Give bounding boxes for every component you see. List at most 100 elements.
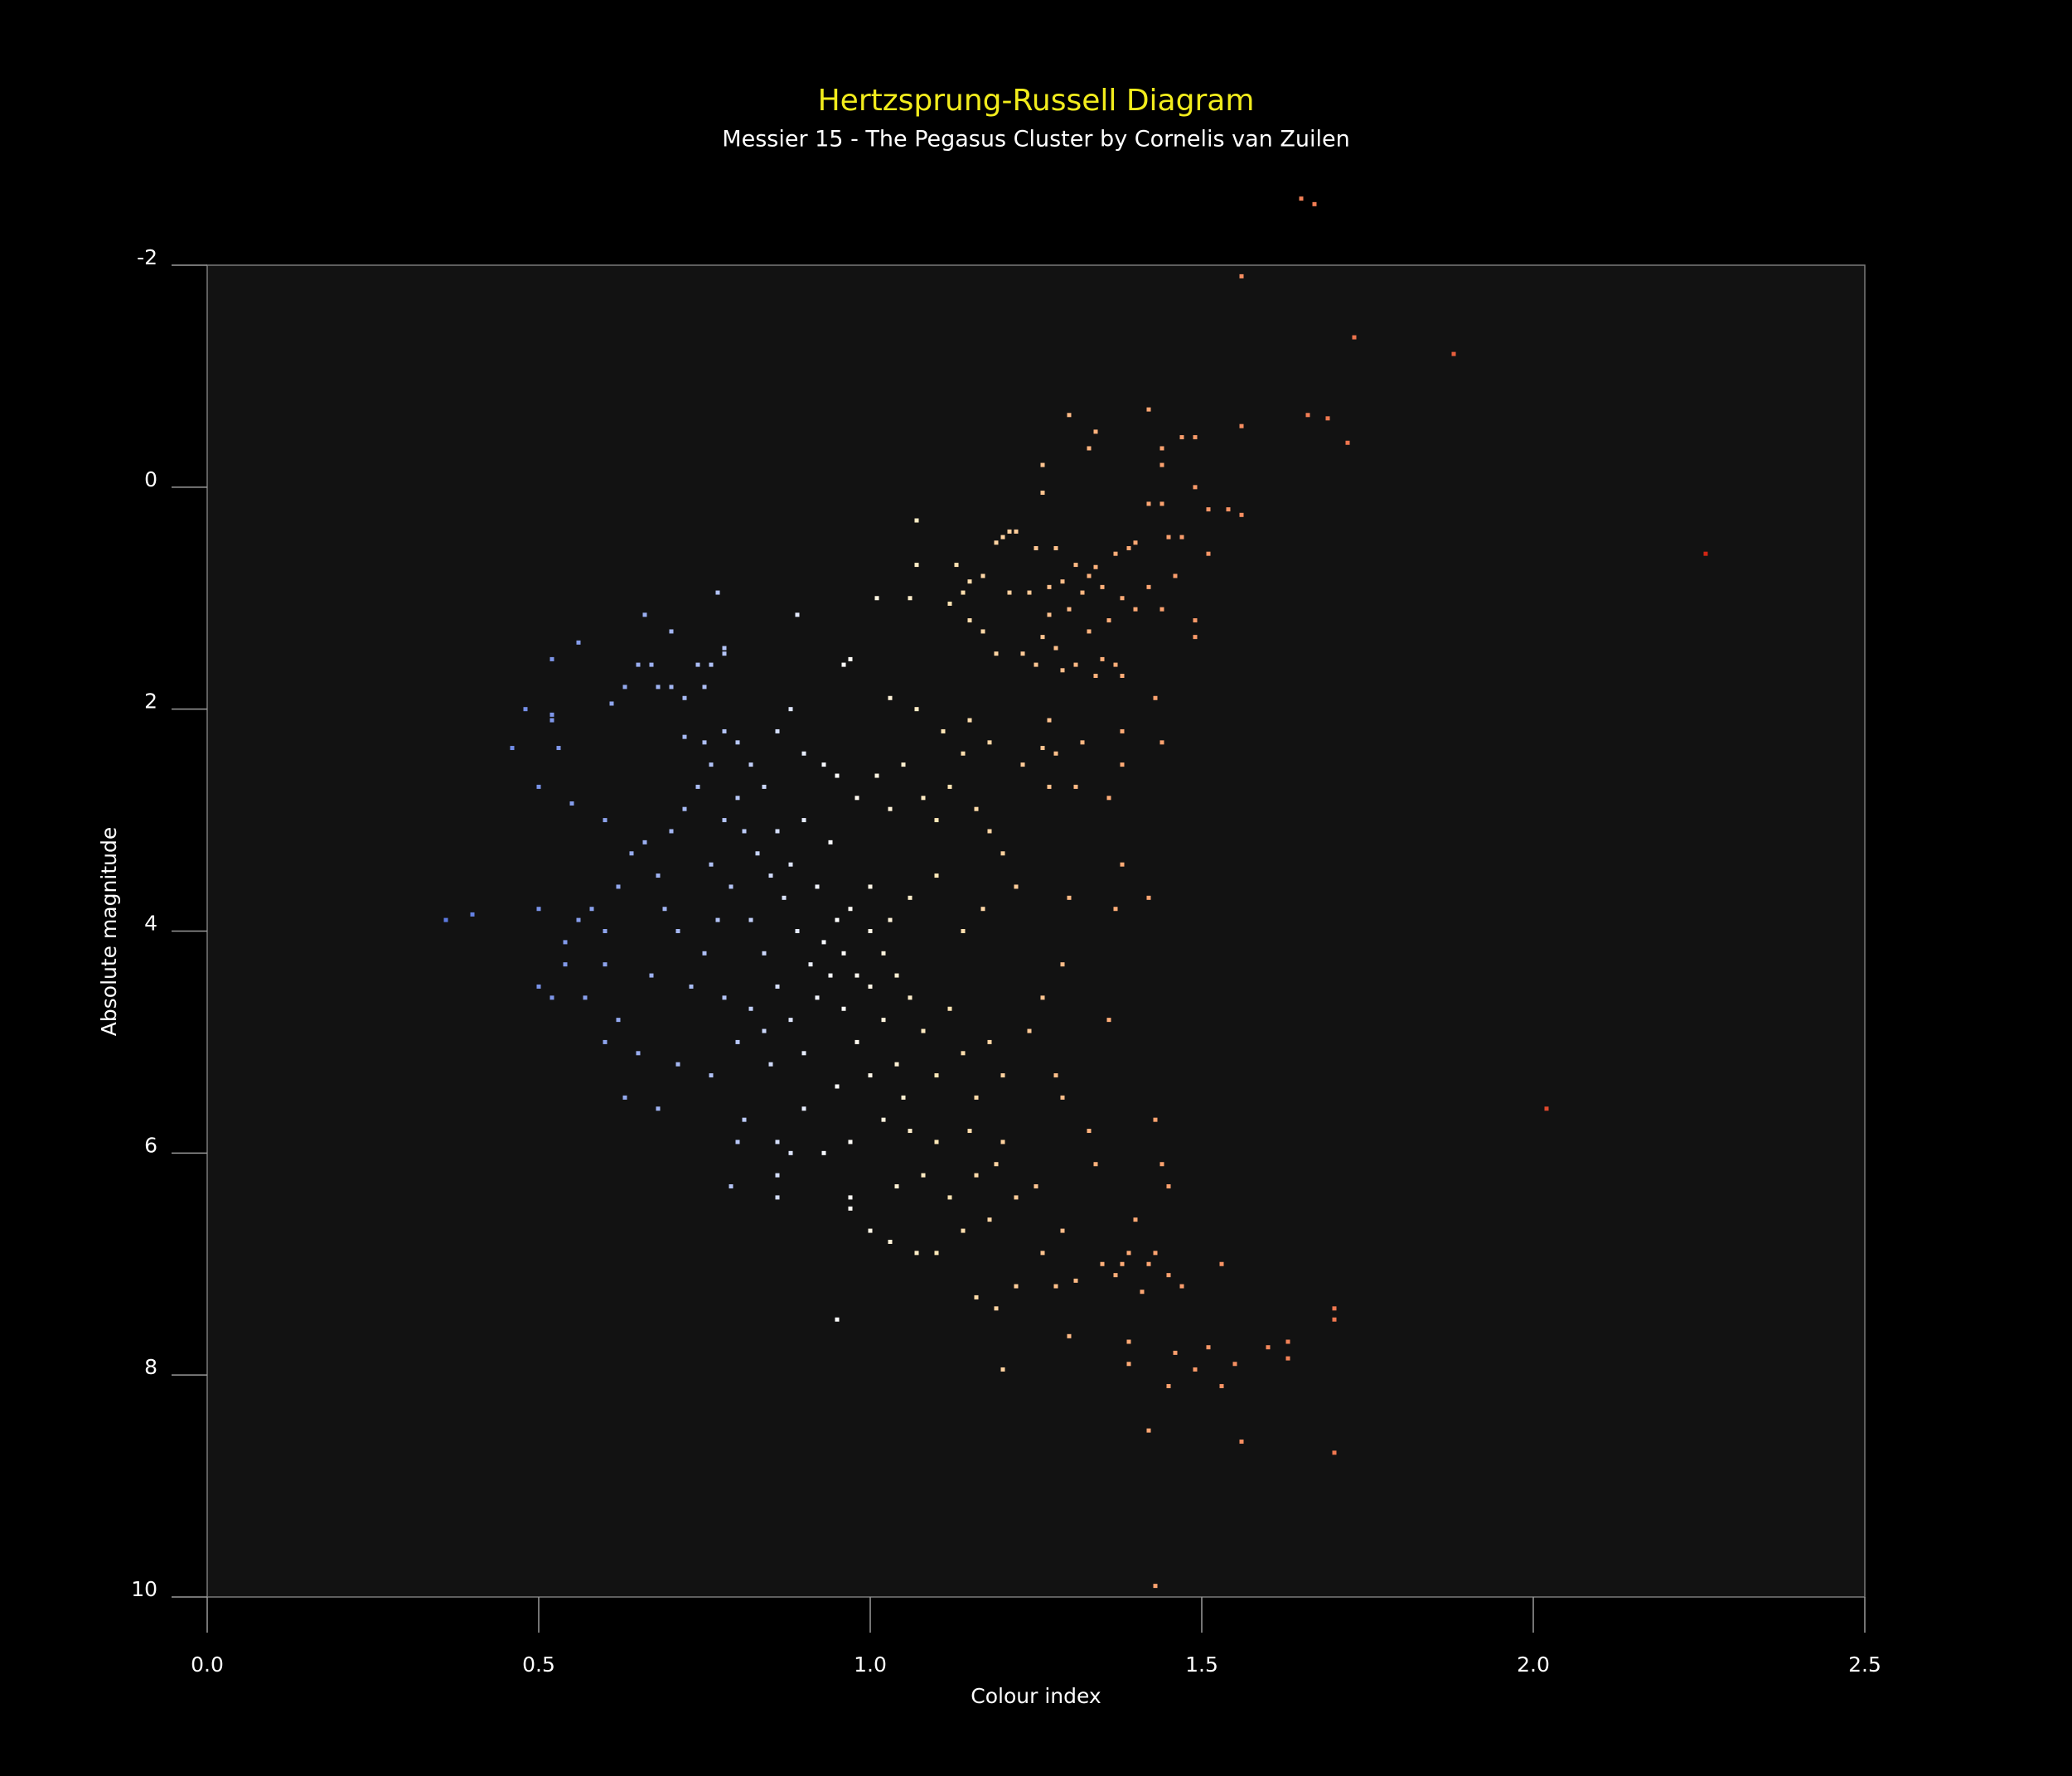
- star-point: [1053, 1284, 1058, 1289]
- star-point: [868, 1073, 873, 1078]
- star-point: [881, 951, 886, 956]
- star-point: [1332, 1317, 1337, 1322]
- star-point: [1053, 646, 1058, 651]
- star-point: [914, 518, 919, 523]
- star-point: [523, 707, 528, 712]
- star-point: [682, 695, 687, 700]
- star-point: [848, 1195, 853, 1200]
- star-point: [742, 829, 747, 834]
- star-point: [722, 818, 727, 823]
- star-point: [1113, 551, 1118, 556]
- star-point: [768, 873, 773, 878]
- star-point: [748, 917, 753, 922]
- star-point: [1093, 1162, 1098, 1167]
- star-point: [636, 662, 641, 667]
- star-point: [1060, 962, 1065, 967]
- star-point: [748, 762, 753, 767]
- star-point: [888, 1239, 893, 1244]
- star-point: [835, 1084, 840, 1089]
- star-point: [908, 596, 913, 601]
- star-point: [1080, 740, 1085, 745]
- star-point: [974, 1095, 979, 1100]
- star-point: [967, 618, 972, 623]
- star-point: [656, 1106, 661, 1111]
- star-point: [888, 806, 893, 811]
- star-point: [536, 907, 541, 912]
- y-tick-label: 0: [144, 467, 157, 491]
- star-point: [934, 1073, 939, 1078]
- star-point: [510, 746, 515, 751]
- y-tick-label: 6: [144, 1133, 157, 1157]
- star-point: [642, 612, 647, 617]
- star-point: [1106, 796, 1111, 801]
- star-point: [801, 1051, 806, 1056]
- star-point: [1206, 1345, 1211, 1350]
- star-point: [947, 1195, 952, 1200]
- star-point: [841, 1006, 846, 1011]
- star-point: [921, 796, 926, 801]
- x-tick-label: 0.5: [522, 1653, 555, 1677]
- star-point: [1040, 1251, 1045, 1256]
- star-point: [709, 1073, 714, 1078]
- star-point: [801, 751, 806, 756]
- star-point: [722, 995, 727, 1000]
- star-point: [1159, 462, 1164, 467]
- star-point: [901, 762, 906, 767]
- star-point: [967, 579, 972, 584]
- star-point: [1000, 1073, 1005, 1078]
- star-point: [1312, 201, 1317, 206]
- x-tick-label: 2.0: [1517, 1653, 1550, 1677]
- star-point: [934, 1140, 939, 1144]
- star-point: [1193, 635, 1198, 640]
- star-point: [874, 773, 879, 778]
- y-axis-label: Absolute magnitude: [97, 827, 121, 1036]
- star-point: [835, 1317, 840, 1322]
- star-point: [1126, 545, 1131, 550]
- star-point: [1073, 784, 1078, 789]
- star-point: [642, 840, 647, 844]
- star-point: [669, 829, 674, 834]
- star-point: [1067, 895, 1072, 900]
- x-tick-label: 1.0: [854, 1653, 887, 1677]
- star-point: [908, 995, 913, 1000]
- star-point: [1087, 1129, 1092, 1134]
- star-point: [1047, 784, 1052, 789]
- star-point: [1173, 1350, 1178, 1355]
- star-point: [1140, 1290, 1145, 1294]
- star-point: [775, 728, 780, 733]
- star-point: [569, 801, 574, 806]
- star-point: [961, 1051, 966, 1056]
- star-point: [1345, 440, 1350, 445]
- star-point: [1544, 1106, 1549, 1111]
- star-point: [1305, 413, 1310, 418]
- star-point: [1073, 563, 1078, 568]
- star-point: [1007, 529, 1012, 534]
- star-point: [1000, 535, 1005, 540]
- star-point: [722, 651, 727, 656]
- star-point: [1040, 635, 1045, 640]
- star-point: [775, 1195, 780, 1200]
- star-point: [1153, 1584, 1158, 1589]
- star-point: [848, 656, 853, 661]
- star-point: [669, 629, 674, 634]
- star-point: [1040, 746, 1045, 751]
- star-point: [1120, 728, 1125, 733]
- star-point: [1299, 196, 1304, 201]
- star-point: [974, 806, 979, 811]
- star-point: [835, 773, 840, 778]
- star-point: [848, 1206, 853, 1211]
- star-point: [1146, 407, 1151, 412]
- star-point: [881, 1018, 886, 1023]
- star-point: [768, 1062, 773, 1067]
- star-point: [1093, 429, 1098, 434]
- star-point: [941, 728, 946, 733]
- star-point: [603, 1039, 608, 1044]
- star-point: [1120, 1261, 1125, 1266]
- star-point: [656, 873, 661, 878]
- star-point: [1179, 1284, 1184, 1289]
- star-point: [934, 818, 939, 823]
- star-point: [1451, 351, 1456, 356]
- star-point: [603, 962, 608, 967]
- star-point: [967, 1129, 972, 1134]
